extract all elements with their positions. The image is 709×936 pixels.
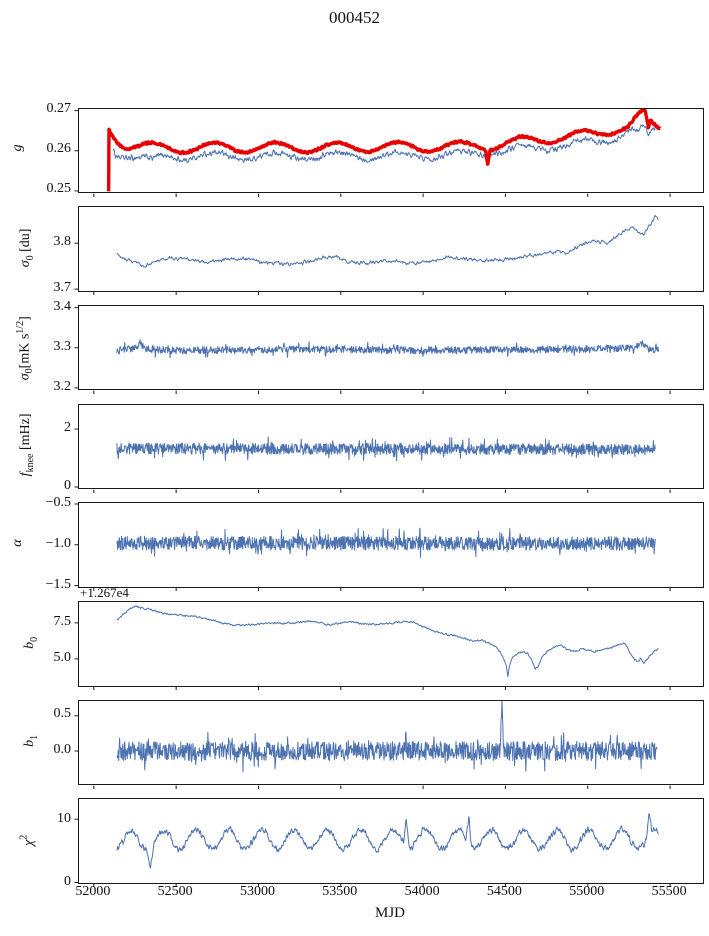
y-tick-label: 10 (57, 810, 71, 826)
panel-g (74, 107, 704, 197)
y-tick-label: 5.0 (53, 649, 72, 665)
y-tick-label: 3.3 (53, 338, 72, 354)
panel-alpha (74, 502, 704, 592)
panel-chi2 (74, 798, 704, 888)
series-fknee (116, 436, 656, 461)
panel-fknee (74, 403, 704, 493)
x-tick-label: 53500 (322, 884, 358, 899)
y-tick-label: 0.27 (46, 101, 72, 117)
y-tick-label: 2 (64, 419, 71, 435)
panel-b1 (74, 699, 704, 789)
series-alpha (116, 528, 656, 559)
axis-offset-text: +1.267e4 (80, 585, 129, 600)
x-axis-title: MJD (374, 905, 405, 921)
figure-title: 000452 (329, 8, 380, 27)
y-tick-label: 0 (64, 477, 71, 493)
x-tick-label: 55000 (569, 884, 605, 899)
y-tick-label: −1.0 (45, 536, 71, 552)
x-tick-label: 52000 (75, 884, 111, 899)
series-sigma0-du (116, 215, 659, 269)
series-sigma0-mks (116, 339, 660, 359)
series-chi2 (116, 813, 659, 869)
y-axis-title-chi2: χ2 (18, 834, 37, 847)
series-b1 (116, 700, 658, 773)
x-tick-label: 53000 (239, 884, 275, 899)
series-g-raw-blue (112, 123, 658, 163)
y-tick-label: 3.7 (53, 280, 72, 296)
series-b0 (116, 605, 659, 678)
y-tick-label: 0 (64, 873, 71, 889)
y-tick-label: −0.5 (45, 495, 71, 511)
x-tick-label: 55500 (651, 884, 687, 899)
y-tick-label: 0.5 (53, 706, 72, 722)
y-tick-label: 3.2 (53, 378, 72, 394)
panel-sigma0-mks (74, 304, 704, 394)
y-tick-label: 0.0 (53, 741, 72, 757)
y-tick-label: 3.4 (53, 298, 72, 314)
series-g-smoothed-red (106, 108, 662, 191)
panel-b0 (74, 601, 704, 690)
panel-sigma0-du (74, 206, 704, 296)
y-tick-label: 0.26 (46, 141, 72, 157)
y-tick-label: 7.5 (53, 613, 72, 629)
x-tick-label: 54000 (404, 884, 440, 899)
y-tick-label: −1.5 (45, 576, 71, 592)
x-tick-label: 54500 (486, 884, 522, 899)
y-tick-label: 0.25 (46, 181, 72, 197)
x-tick-label: 52500 (157, 884, 193, 899)
y-tick-label: 3.8 (53, 234, 72, 250)
